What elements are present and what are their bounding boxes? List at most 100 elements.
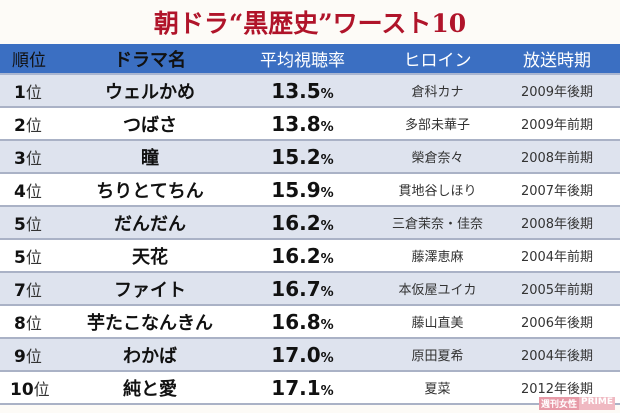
rating-value: 13.8 xyxy=(271,111,321,136)
drama-name: ちりとてちん xyxy=(96,180,204,202)
header-drama: ドラマ名 xyxy=(114,49,186,71)
rank-cell: 5位 xyxy=(0,244,80,268)
table-row: 1位 ウェルかめ 13.5% 倉科カナ 2009年後期 xyxy=(0,75,620,108)
drama-name: ウェルかめ xyxy=(105,81,195,103)
rank-suffix: 位 xyxy=(25,214,42,234)
rating-cell: 15.2% xyxy=(220,145,375,169)
broadcast-period: 2004年後期 xyxy=(520,349,594,364)
drama-name: だんだん xyxy=(114,213,186,235)
heroine-name: 藤澤恵麻 xyxy=(411,250,464,265)
table-row: 10位 純と愛 17.1% 夏菜 2012年後期 xyxy=(0,372,620,405)
rating-value: 15.2 xyxy=(271,144,321,169)
broadcast-period: 2008年後期 xyxy=(520,217,594,232)
table-row: 4位 ちりとてちん 15.9% 貫地谷しほり 2007年後期 xyxy=(0,174,620,207)
table-row: 3位 瞳 15.2% 榮倉奈々 2008年前期 xyxy=(0,141,620,174)
rank-suffix: 位 xyxy=(25,313,42,333)
broadcast-period: 2006年後期 xyxy=(520,316,594,331)
rating-cell: 15.9% xyxy=(220,178,375,202)
ranking-table: 順位 ドラマ名 平均視聴率 ヒロイン 放送時期 1位 ウェルかめ 13.5% 倉科カナ… xyxy=(0,44,620,405)
rank-suffix: 位 xyxy=(25,82,42,102)
rating-cell: 13.5% xyxy=(220,79,375,103)
watermark-part2: PRIME xyxy=(579,397,615,410)
rank-cell: 2位 xyxy=(0,112,80,136)
rating-value: 17.1 xyxy=(271,375,321,400)
heroine-name: 本仮屋ユイカ xyxy=(398,283,477,298)
table-header: 順位 ドラマ名 平均視聴率 ヒロイン 放送時期 xyxy=(0,44,620,75)
drama-name: 天花 xyxy=(132,246,168,268)
rating-value: 13.5 xyxy=(271,78,321,103)
percent-sign: % xyxy=(320,317,334,333)
percent-sign: % xyxy=(320,350,334,366)
drama-name: ファイト xyxy=(114,279,186,301)
table-row: 2位 つばさ 13.8% 多部未華子 2009年前期 xyxy=(0,108,620,141)
table-row: 5位 天花 16.2% 藤澤恵麻 2004年前期 xyxy=(0,240,620,273)
rank-suffix: 位 xyxy=(33,379,50,399)
heroine-name: 三倉茉奈・佳奈 xyxy=(391,217,483,232)
rank-cell: 3位 xyxy=(0,145,80,169)
rank-cell: 1位 xyxy=(0,79,80,103)
rank-cell: 5位 xyxy=(0,211,80,235)
rank-cell: 4位 xyxy=(0,178,80,202)
rank-number: 2 xyxy=(14,115,26,136)
header-heroine: ヒロイン xyxy=(403,51,472,71)
rank-suffix: 位 xyxy=(25,247,42,267)
table-row: 7位 ファイト 16.7% 本仮屋ユイカ 2005年前期 xyxy=(0,273,620,306)
broadcast-period: 2008年前期 xyxy=(520,151,594,166)
heroine-name: 藤山直美 xyxy=(411,316,464,331)
percent-sign: % xyxy=(320,383,334,399)
percent-sign: % xyxy=(320,152,334,168)
rank-number: 10 xyxy=(10,379,34,400)
drama-name: 純と愛 xyxy=(123,378,177,400)
percent-sign: % xyxy=(320,218,334,234)
percent-sign: % xyxy=(320,185,334,201)
heroine-name: 夏菜 xyxy=(424,382,451,397)
table-row: 5位 だんだん 16.2% 三倉茉奈・佳奈 2008年後期 xyxy=(0,207,620,240)
heroine-name: 倉科カナ xyxy=(411,85,464,100)
rank-suffix: 位 xyxy=(25,148,42,168)
drama-name: 芋たこなんきん xyxy=(87,312,213,334)
heroine-name: 原田夏希 xyxy=(411,349,464,364)
drama-name: つばさ xyxy=(123,114,177,136)
rating-cell: 13.8% xyxy=(220,112,375,136)
rank-number: 5 xyxy=(14,247,26,268)
page-title: 朝ドラ“黒歴史”ワースト10 xyxy=(153,9,467,38)
rank-number: 4 xyxy=(14,181,26,202)
rank-suffix: 位 xyxy=(25,280,42,300)
rating-cell: 16.8% xyxy=(220,310,375,334)
drama-name: わかば xyxy=(123,345,177,367)
rank-cell: 8位 xyxy=(0,310,80,334)
rank-number: 8 xyxy=(14,313,26,334)
broadcast-period: 2007年後期 xyxy=(520,184,594,199)
heroine-name: 多部未華子 xyxy=(404,118,470,133)
rating-cell: 16.2% xyxy=(220,211,375,235)
rank-number: 1 xyxy=(14,82,26,103)
rating-cell: 17.1% xyxy=(220,376,375,400)
rating-cell: 16.2% xyxy=(220,244,375,268)
drama-name: 瞳 xyxy=(141,147,159,169)
watermark-logo: 週刊女性 PRIME xyxy=(539,397,615,410)
table-row: 8位 芋たこなんきん 16.8% 藤山直美 2006年後期 xyxy=(0,306,620,339)
percent-sign: % xyxy=(320,119,334,135)
broadcast-period: 2009年後期 xyxy=(520,85,594,100)
rating-value: 16.2 xyxy=(271,210,321,235)
heroine-name: 榮倉奈々 xyxy=(411,151,464,166)
rank-cell: 7位 xyxy=(0,277,80,301)
percent-sign: % xyxy=(320,251,334,267)
rating-cell: 16.7% xyxy=(220,277,375,301)
table-row: 9位 わかば 17.0% 原田夏希 2004年後期 xyxy=(0,339,620,372)
rank-number: 5 xyxy=(14,214,26,235)
rating-value: 17.0 xyxy=(271,342,321,367)
rating-value: 16.7 xyxy=(271,276,321,301)
rating-value: 16.8 xyxy=(271,309,321,334)
header-rating: 平均視聴率 xyxy=(260,51,345,71)
rank-number: 7 xyxy=(14,280,26,301)
rank-suffix: 位 xyxy=(25,181,42,201)
percent-sign: % xyxy=(320,284,334,300)
broadcast-period: 2005年前期 xyxy=(520,283,594,298)
rank-suffix: 位 xyxy=(25,115,42,135)
rank-cell: 9位 xyxy=(0,343,80,367)
percent-sign: % xyxy=(320,86,334,102)
rating-cell: 17.0% xyxy=(220,343,375,367)
header-rank: 順位 xyxy=(12,51,46,71)
heroine-name: 貫地谷しほり xyxy=(398,184,477,199)
